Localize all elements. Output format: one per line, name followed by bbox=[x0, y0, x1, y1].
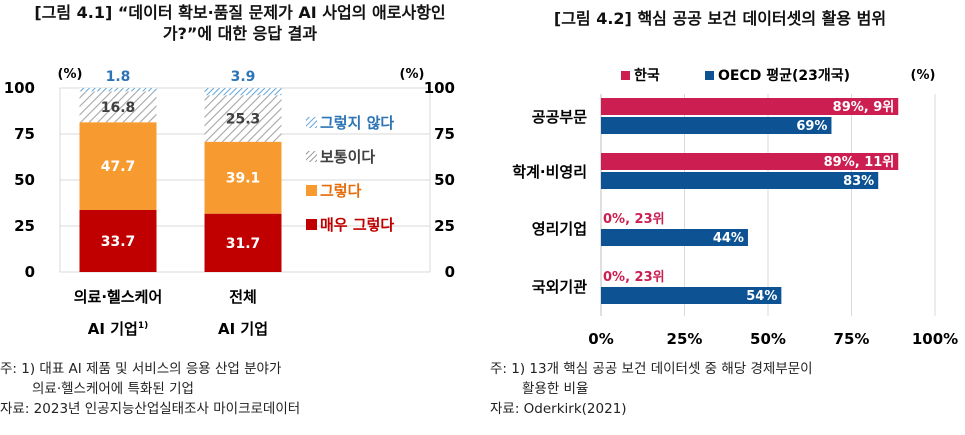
left-bar-value-label: 33.7 bbox=[101, 234, 136, 250]
left-category-label-line1: 의료·헬스케어 bbox=[74, 288, 163, 306]
right-legend-label: 한국 bbox=[634, 68, 660, 84]
left-chart: (%) (%) 33.7 47.7 16.8 1.8 31.7 39.1 25.3 3.9 0… bbox=[4, 67, 455, 338]
left-bar-value-label: 47.7 bbox=[101, 159, 136, 175]
left-bar-segment bbox=[204, 213, 282, 272]
left-category-label-line1: 전체 bbox=[229, 288, 257, 306]
right-figure-title: [그림 4.2] 핵심 공공 보건 데이터셋의 활용 범위 bbox=[553, 9, 887, 28]
right-bar bbox=[601, 117, 832, 134]
left-ytick-label: 75 bbox=[14, 125, 35, 143]
left-axis-unit-left: (%) bbox=[58, 67, 83, 82]
left-ytick-label: 50 bbox=[14, 171, 35, 189]
right-bar-value-label: 69% bbox=[796, 119, 827, 134]
right-bar bbox=[601, 287, 782, 304]
right-category-label: 공공부문 bbox=[532, 108, 587, 126]
left-legend-swatch bbox=[306, 185, 317, 196]
right-bar bbox=[601, 98, 899, 115]
left-bar-value-label: 16.8 bbox=[101, 100, 136, 116]
left-legend-swatch bbox=[306, 151, 317, 162]
left-ytick-label-right: 25 bbox=[434, 217, 455, 235]
right-xtick-label: 0% bbox=[588, 330, 613, 348]
right-xtick-label: 50% bbox=[750, 330, 786, 348]
right-bar-value-label: 89%, 11위 bbox=[824, 155, 895, 170]
right-bar-value-label: 0%, 23위 bbox=[603, 212, 665, 227]
right-legend-label: OECD 평균(23개국) bbox=[718, 67, 850, 84]
right-legend-swatch bbox=[705, 71, 714, 80]
left-legend-label: 보통이다 bbox=[320, 148, 375, 166]
left-bar-value-label: 31.7 bbox=[226, 236, 261, 252]
right-notes: 주: 1) 13개 핵심 공공 보건 데이터셋 중 해당 경제부문이 활용한 비… bbox=[490, 359, 960, 419]
left-ytick-label: 25 bbox=[14, 217, 35, 235]
left-bar-segment bbox=[204, 88, 282, 96]
right-bar-value-label: 44% bbox=[713, 231, 744, 246]
right-bar bbox=[601, 229, 748, 246]
right-legend-swatch bbox=[621, 71, 630, 80]
left-ytick-label-right: 100 bbox=[424, 79, 455, 97]
left-bar-segment bbox=[79, 209, 157, 272]
left-legend-label: 그렇다 bbox=[320, 182, 362, 200]
left-note-2: 의료·헬스케어에 특화된 기업 bbox=[32, 381, 194, 397]
left-category-label-line2: AI 기업 bbox=[218, 320, 268, 338]
left-bar-segment bbox=[79, 88, 157, 92]
right-bar bbox=[601, 153, 899, 170]
left-legend-label: 그렇지 않다 bbox=[320, 114, 394, 132]
right-bar-value-label: 0%, 23위 bbox=[603, 270, 665, 285]
right-category-label: 국외기관 bbox=[532, 278, 587, 296]
right-xtick-label: 100% bbox=[912, 330, 958, 348]
right-chart: (%) 한국 OECD 평균(23개국) 89%, 9위 69% 89%, 11위 83… bbox=[512, 67, 958, 348]
left-note-1: 주: 1) 대표 AI 제품 및 서비스의 응용 산업 분야가 bbox=[0, 361, 282, 377]
right-category-label: 영리기업 bbox=[532, 220, 587, 238]
right-bar bbox=[601, 172, 879, 189]
left-bar-segment bbox=[204, 141, 282, 214]
right-bar-value-label: 54% bbox=[746, 289, 777, 304]
left-footnote-mark: 1) bbox=[138, 321, 148, 331]
left-ytick-label-right: 0 bbox=[445, 263, 455, 281]
right-xtick-label: 25% bbox=[667, 330, 703, 348]
left-bar-segment bbox=[204, 95, 282, 142]
right-note-1: 주: 1) 13개 핵심 공공 보건 데이터셋 중 해당 경제부문이 bbox=[490, 361, 813, 377]
right-note-2: 활용한 비율 bbox=[522, 381, 589, 397]
left-legend-swatch bbox=[306, 219, 317, 230]
left-ytick-label-right: 50 bbox=[434, 171, 455, 189]
left-bar-value-label: 25.3 bbox=[226, 111, 261, 127]
right-note-source: 자료: Oderkirk(2021) bbox=[490, 401, 627, 417]
left-ytick-label-right: 75 bbox=[434, 125, 455, 143]
right-category-label: 학계·비영리 bbox=[512, 163, 587, 181]
left-legend-label: 매우 그렇다 bbox=[320, 216, 394, 234]
left-bar-segment bbox=[79, 122, 157, 210]
right-bar-value-label: 83% bbox=[843, 174, 874, 189]
left-ytick-label: 100 bbox=[4, 79, 35, 97]
left-bar-segment bbox=[79, 91, 157, 123]
left-legend-swatch bbox=[306, 117, 317, 128]
right-xtick-label: 75% bbox=[834, 330, 870, 348]
left-figure-title: [그림 4.1] “데이터 확보·품질 문제가 AI 사업의 애로사항인가?”에… bbox=[34, 3, 446, 43]
left-bar-value-label: 3.9 bbox=[231, 69, 256, 85]
left-bar-value-label: 39.1 bbox=[226, 171, 261, 187]
left-notes: 주: 1) 대표 AI 제품 및 서비스의 응용 산업 분야가 의료·헬스케어에… bbox=[0, 359, 480, 419]
left-axis-unit-right: (%) bbox=[400, 67, 425, 82]
left-bar-value-label: 1.8 bbox=[106, 69, 131, 85]
right-figure: [그림 4.2] 핵심 공공 보건 데이터셋의 활용 범위 (%) 한국 OECD… bbox=[485, 0, 965, 435]
right-axis-unit: (%) bbox=[911, 68, 936, 83]
left-note-source: 자료: 2023년 인공지능산업실태조사 마이크로데이터 bbox=[0, 401, 301, 417]
left-category-label-line2: AI 기업1) bbox=[88, 320, 148, 338]
right-bar-value-label: 89%, 9위 bbox=[833, 100, 895, 115]
left-figure: [그림 4.1] “데이터 확보·품질 문제가 AI 사업의 애로사항인가?”에… bbox=[0, 0, 480, 435]
left-ytick-label: 0 bbox=[25, 263, 35, 281]
